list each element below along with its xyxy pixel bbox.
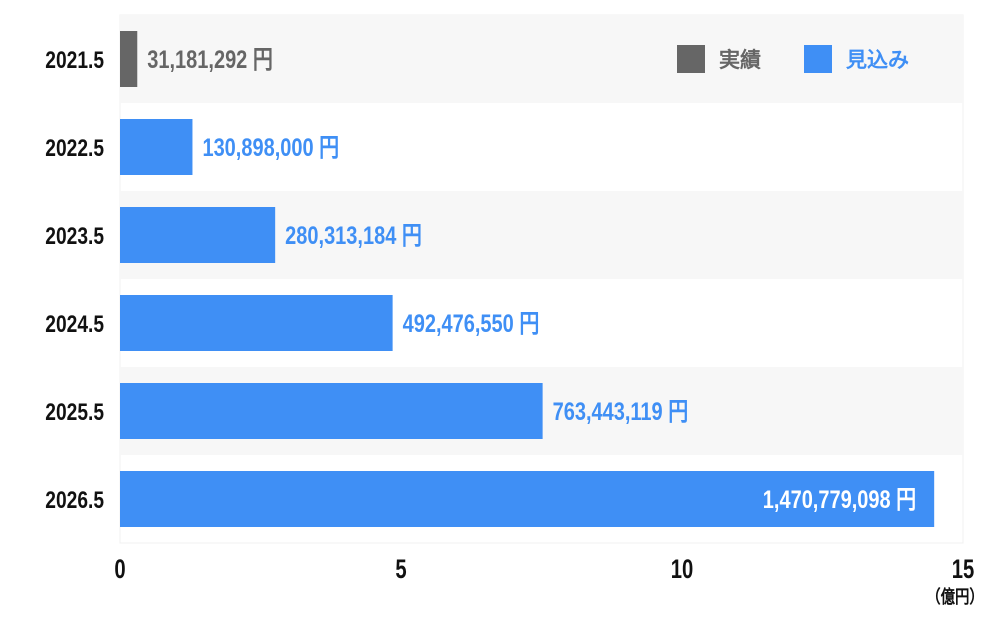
value-label: 130,898,000 円 <box>202 134 339 162</box>
x-unit-label: （億円） <box>926 586 984 607</box>
category-label: 2022.5 <box>45 134 104 162</box>
value-label: 492,476,550 円 <box>403 310 540 338</box>
bar <box>120 471 935 527</box>
bar <box>120 383 543 439</box>
category-label: 2026.5 <box>45 486 104 514</box>
value-label: 763,443,119 円 <box>553 398 689 426</box>
legend-swatch-actual <box>677 45 705 73</box>
bar <box>120 207 276 263</box>
category-label: 2023.5 <box>45 222 104 250</box>
value-label: 31,181,292 円 <box>147 46 273 74</box>
x-tick-label: 0 <box>114 554 125 585</box>
bar <box>120 31 138 87</box>
bar <box>120 119 193 175</box>
legend-swatch-forecast <box>804 45 832 73</box>
value-label: 280,313,184 円 <box>285 222 422 250</box>
category-label: 2025.5 <box>45 398 104 426</box>
x-tick-label: 15 <box>952 554 975 585</box>
x-tick-label: 5 <box>395 554 406 585</box>
bar <box>120 295 393 351</box>
value-label: 1,470,779,098 円 <box>763 486 916 514</box>
x-tick-label: 10 <box>671 554 694 585</box>
legend-label-forecast: 見込み <box>846 49 909 72</box>
legend-label-actual: 実績 <box>719 48 761 72</box>
category-label: 2024.5 <box>45 310 104 338</box>
category-label: 2021.5 <box>45 46 104 74</box>
